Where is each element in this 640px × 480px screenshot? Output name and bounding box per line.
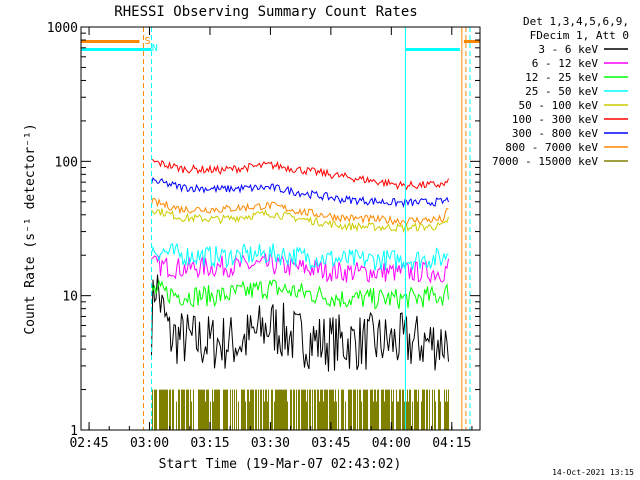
series-12-25-kev (151, 279, 449, 310)
y-tick-label: 1000 (47, 21, 78, 36)
legend-header-line1: Det 1,3,4,5,6,9, (523, 15, 629, 28)
x-tick-label: 03:45 (311, 436, 350, 451)
series-100-300-kev (151, 158, 449, 191)
series-layer (151, 158, 449, 430)
annotation-n: N (152, 43, 158, 54)
legend-header-line2: FDecim 1, Att 0 (530, 29, 629, 42)
y-tick-label: 1 (70, 424, 78, 439)
legend-label: 100 - 300 keV (512, 113, 598, 126)
series-3-6-kev (151, 274, 449, 372)
series-800-7000-kev (151, 197, 449, 226)
legend-label: 800 - 7000 keV (505, 141, 598, 154)
plot-frame (80, 26, 481, 431)
annotation-s: S (144, 36, 150, 47)
ticks-layer: 02:45 03:00 03:15 03:30 03:45 04:00 04:15 1 10 10… (47, 21, 480, 451)
legend-label: 12 - 25 keV (525, 71, 598, 84)
x-tick-label: 02:45 (69, 436, 108, 451)
legend-label: 25 - 50 keV (525, 85, 598, 98)
series-7000-15000-kev (152, 389, 449, 430)
series-6-12-kev (151, 252, 449, 284)
y-tick-label: 100 (55, 155, 78, 170)
markers-layer: SN (81, 27, 480, 430)
legend-label: 7000 - 15000 keV (492, 155, 598, 168)
legend-label: 300 - 800 keV (512, 127, 598, 140)
x-tick-label: 03:30 (251, 436, 290, 451)
y-tick-label: 10 (62, 290, 78, 305)
series-25-50-kev (151, 242, 449, 271)
legend-label: 3 - 6 keV (538, 43, 598, 56)
x-tick-label: 03:00 (130, 436, 169, 451)
chart-title: RHESSI Observing Summary Count Rates (114, 4, 417, 20)
legend: Det 1,3,4,5,6,9, FDecim 1, Att 0 3 - 6 k… (492, 15, 629, 168)
legend-label: 6 - 12 keV (532, 57, 599, 70)
series-300-800-kev (151, 177, 449, 209)
x-tick-label: 04:00 (372, 436, 411, 451)
legend-label: 50 - 100 keV (519, 99, 599, 112)
series-7000-15000-kev-trace (152, 389, 449, 430)
x-axis-label: Start Time (19-Mar-07 02:43:02) (159, 457, 402, 472)
y-axis-label: Count Rate (s⁻¹ detector⁻¹) (23, 123, 38, 334)
series-50-100-kev (151, 208, 449, 234)
x-tick-label: 04:15 (432, 436, 471, 451)
x-tick-label: 03:15 (190, 436, 229, 451)
footer-timestamp: 14-Oct-2021 13:15 (552, 468, 634, 477)
